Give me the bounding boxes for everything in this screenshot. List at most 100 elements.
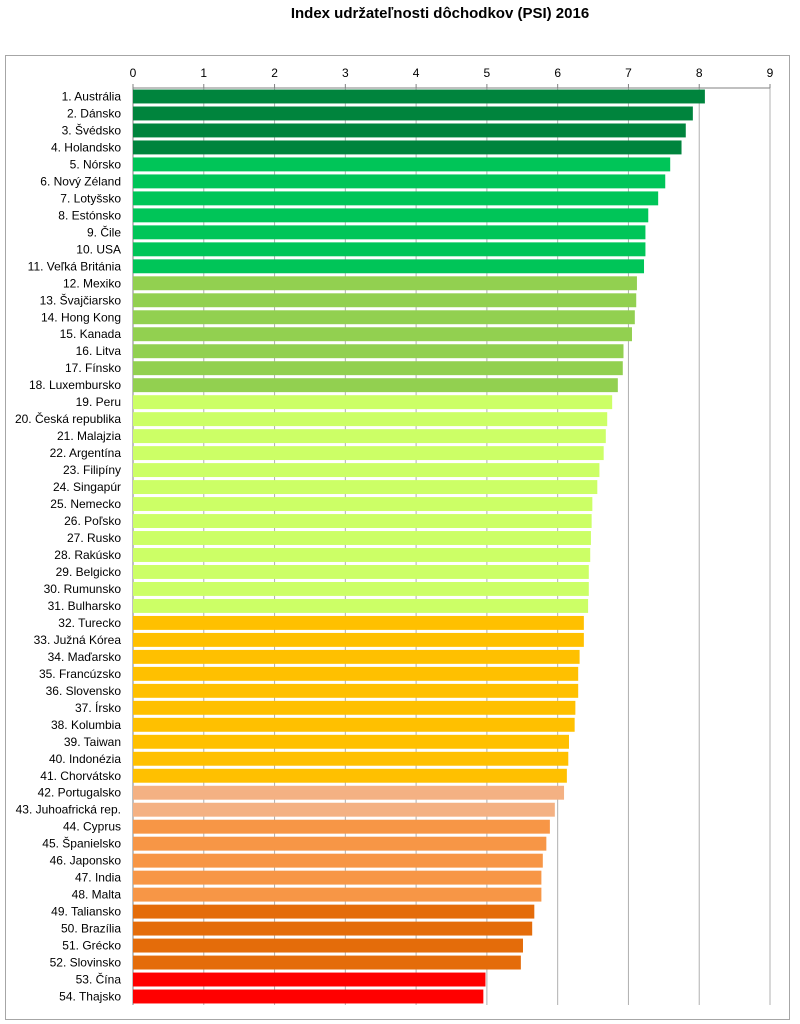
category-label: 2. Dánsko xyxy=(67,106,121,120)
category-label: 13. Švajčiarsko xyxy=(40,292,122,307)
category-label: 38. Kolumbia xyxy=(51,718,121,732)
chart-title: Index udržateľnosti dôchodkov (PSI) 2016 xyxy=(290,5,590,22)
category-label: 52. Slovinsko xyxy=(50,956,122,970)
bar xyxy=(133,853,543,868)
bar xyxy=(133,887,542,902)
bar xyxy=(133,598,589,613)
bar xyxy=(133,89,705,104)
category-label: 35. Francúzsko xyxy=(39,667,121,681)
bar xyxy=(133,683,579,698)
bar xyxy=(133,548,591,562)
bar xyxy=(133,531,591,545)
bar xyxy=(133,412,608,427)
category-label: 34. Maďarsko xyxy=(48,650,122,664)
category-label: 14. Hong Kong xyxy=(41,310,121,324)
bar xyxy=(133,174,666,189)
bar xyxy=(133,785,565,800)
bar xyxy=(133,395,613,410)
bar xyxy=(133,378,618,393)
bar xyxy=(133,361,623,376)
category-label: 53. Čína xyxy=(76,972,122,987)
category-label: 54. Thajsko xyxy=(59,990,121,1004)
bar xyxy=(133,276,637,291)
bar xyxy=(133,157,671,172)
category-label: 51. Grécko xyxy=(62,939,121,953)
category-label: 12. Mexiko xyxy=(63,276,121,290)
bar xyxy=(133,429,606,444)
category-label: 6. Nový Zéland xyxy=(40,174,121,188)
category-label: 33. Južná Kórea xyxy=(34,633,122,647)
bar xyxy=(133,123,686,138)
category-label: 3. Švédsko xyxy=(62,122,122,137)
bar xyxy=(133,989,484,1004)
category-label: 26. Poľsko xyxy=(64,514,121,528)
bar xyxy=(133,955,521,970)
category-label: 18. Luxembursko xyxy=(29,378,121,392)
x-tick-label: 2 xyxy=(271,66,278,80)
category-label: 24. Singapúr xyxy=(53,480,121,494)
bar xyxy=(133,734,569,749)
category-label: 15. Kanada xyxy=(60,327,122,341)
bar xyxy=(133,802,555,817)
category-label: 47. India xyxy=(75,871,121,885)
bar xyxy=(133,565,589,579)
x-tick-label: 4 xyxy=(413,66,420,80)
bar xyxy=(133,972,486,987)
bar xyxy=(133,514,592,528)
bar xyxy=(133,208,649,223)
x-tick-label: 5 xyxy=(484,66,491,80)
category-label: 16. Litva xyxy=(76,344,122,358)
chart-frame xyxy=(5,55,790,1020)
bar xyxy=(133,191,659,206)
bar xyxy=(133,480,598,495)
bar xyxy=(133,768,567,783)
bar xyxy=(133,293,637,308)
category-label: 44. Cyprus xyxy=(63,820,121,834)
category-label: 31. Bulharsko xyxy=(48,599,122,613)
x-tick-label: 6 xyxy=(554,66,561,80)
category-label: 10. USA xyxy=(76,242,121,256)
bar xyxy=(133,581,589,596)
category-label: 36. Slovensko xyxy=(46,684,122,698)
bar xyxy=(133,836,547,851)
x-tick-label: 8 xyxy=(696,66,703,80)
bar xyxy=(133,666,579,681)
category-label: 40. Indonézia xyxy=(49,752,121,766)
category-label: 46. Japonsko xyxy=(50,854,122,868)
bar xyxy=(133,310,635,325)
category-label: 45. Španielsko xyxy=(42,836,121,851)
x-tick-label: 0 xyxy=(130,66,137,80)
category-label: 7. Lotyšsko xyxy=(60,191,121,205)
category-label: 5. Nórsko xyxy=(70,157,122,171)
bar xyxy=(133,751,569,766)
x-tick-label: 1 xyxy=(200,66,207,80)
category-label: 42. Portugalsko xyxy=(38,786,122,800)
bar xyxy=(133,700,576,715)
category-label: 23. Filipíny xyxy=(63,463,121,477)
bar xyxy=(133,225,646,240)
category-label: 37. Írsko xyxy=(75,700,121,715)
bar xyxy=(133,140,682,155)
bar xyxy=(133,717,575,732)
category-label: 43. Juhoafrická rep. xyxy=(16,803,121,817)
bar xyxy=(133,344,624,359)
category-label: 30. Rumunsko xyxy=(44,582,122,596)
category-label: 48. Malta xyxy=(72,888,122,902)
bar xyxy=(133,463,600,478)
category-label: 28. Rakúsko xyxy=(54,548,121,562)
bar xyxy=(133,446,604,461)
category-label: 11. Veľká Británia xyxy=(28,259,122,273)
category-label: 19. Peru xyxy=(76,395,121,409)
bar xyxy=(133,242,646,257)
category-label: 32. Turecko xyxy=(58,616,121,630)
bar xyxy=(133,921,533,936)
x-tick-label: 7 xyxy=(625,66,632,80)
bar xyxy=(133,327,632,342)
bar xyxy=(133,649,580,664)
x-tick-label: 9 xyxy=(767,66,774,80)
category-label: 4. Holandsko xyxy=(51,140,121,154)
category-label: 17. Fínsko xyxy=(65,361,121,375)
bar xyxy=(133,106,693,121)
category-label: 1. Austrália xyxy=(62,89,122,103)
